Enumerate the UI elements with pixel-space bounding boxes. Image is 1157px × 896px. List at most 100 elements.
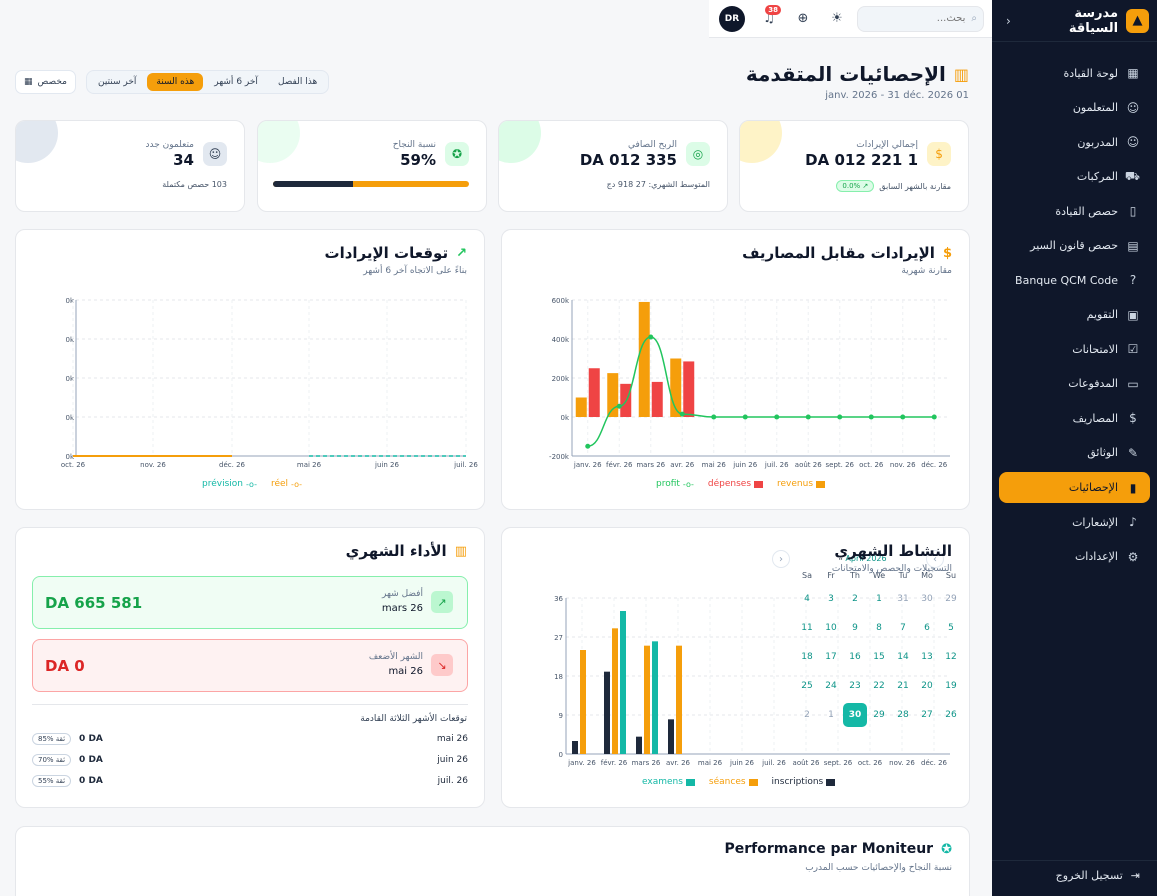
sidebar-item[interactable]: ⚙ الإعدادات (999, 540, 1150, 575)
calendar-day[interactable]: 10 (825, 623, 837, 633)
calendar-day[interactable]: 2 (852, 594, 858, 604)
qcm-icon: ? (1129, 273, 1137, 288)
calendar-day[interactable]: 30 (843, 703, 867, 727)
calendar-day[interactable]: 29 (873, 710, 885, 720)
calendar-day[interactable]: 17 (825, 652, 837, 662)
calendar-day[interactable]: 16 (849, 652, 861, 662)
calendar-month: April 2026 (845, 554, 887, 563)
calendar-day[interactable]: 21 (897, 681, 909, 691)
period-option[interactable]: آخر 6 أشهر (214, 77, 258, 87)
period-option[interactable]: آخر سنتين (97, 77, 137, 87)
sidebar-item[interactable]: ▤ حصص قانون السير (999, 229, 1150, 264)
calendar-day[interactable]: 22 (873, 681, 885, 691)
sidebar-item[interactable]: ☑ الامتحانات (999, 332, 1150, 367)
x-tick-label: sept. 26 (824, 759, 853, 767)
legend-item[interactable]: revenus (777, 479, 826, 489)
legend-item[interactable]: examens (642, 777, 695, 787)
calendar-day[interactable]: 19 (945, 681, 957, 691)
y-tick-label: 0k (65, 414, 74, 422)
logout-button[interactable]: ⇥ تسجيل الخروج (992, 860, 1157, 890)
language-globe-icon[interactable]: ⊕ (797, 11, 809, 26)
calendar-day[interactable]: 28 (897, 710, 909, 720)
calendar-prev-icon[interactable]: ‹ (772, 550, 790, 568)
sidebar-item[interactable]: $ المصاريف (999, 401, 1150, 436)
calendar-day[interactable]: 7 (900, 623, 906, 633)
search-box[interactable]: ⌕ (857, 5, 984, 32)
sidebar-item[interactable]: ☺ المدربون (999, 125, 1150, 160)
card-subtitle: بناءً على الاتجاه آخر 6 أشهر (363, 266, 467, 276)
y-tick-label: 600k (552, 297, 570, 305)
calendar-next-icon[interactable]: › (926, 550, 944, 568)
legend-item[interactable]: dépenses (708, 479, 764, 489)
sidebar-item[interactable]: ▣ التقويم (999, 298, 1150, 333)
notifications-bell-icon[interactable]: ♫ 38 (755, 4, 783, 33)
calendar-day[interactable]: 8 (876, 623, 882, 633)
sidebar-item[interactable]: ▭ المدفوعات (999, 367, 1150, 402)
profit-point (837, 414, 843, 420)
calendar-day[interactable]: 14 (897, 652, 909, 662)
calendar-day[interactable]: 6 (924, 623, 930, 633)
sidebar-item[interactable]: ▮ الإحصائيات (999, 472, 1150, 503)
users-icon: ☺ (203, 142, 227, 166)
projection-month: juin 26 (437, 755, 468, 765)
revenue-expenses-chart: -200k 0k 200k 400k 600k janv. 26 févr. 26 mars … (549, 297, 950, 469)
sidebar-item[interactable]: ▦ لوحة القيادة (999, 56, 1150, 91)
sidebar-item[interactable]: ☺ المتعلمون (999, 91, 1150, 126)
calendar-day[interactable]: 24 (825, 681, 837, 691)
arrow-up-right-icon: ↗ (431, 591, 453, 613)
custom-range-button[interactable]: ▦ مخصص (15, 70, 76, 94)
period-option[interactable]: هذه السنة (147, 73, 204, 91)
x-tick-label: oct. 26 (859, 461, 884, 469)
sidebar-item[interactable]: ? Banque QCM Code (999, 263, 1150, 298)
calendar-day[interactable]: 1 (828, 710, 834, 720)
legend-item[interactable]: séances (709, 777, 758, 787)
legend-item[interactable]: profit -o- (656, 479, 694, 489)
clipboard-icon: ☑ (1127, 342, 1139, 357)
legend-item[interactable]: inscriptions (772, 777, 836, 787)
calendar-day[interactable]: 31 (897, 594, 909, 604)
calendar-day[interactable]: 30 (921, 594, 933, 604)
calendar-day[interactable]: 23 (849, 681, 861, 691)
period-segmented-control: هذا الفصل آخر 6 أشهر هذه السنة آخر سنتين (85, 70, 330, 94)
worst-month-label: الشهر الأضعف (368, 652, 423, 662)
calendar-day[interactable]: 25 (801, 681, 813, 691)
calendar-day[interactable]: 12 (945, 652, 957, 662)
collapse-sidebar-button[interactable]: ‹ (1006, 13, 1011, 28)
legend-label: inscriptions (771, 777, 824, 787)
profit-point (868, 414, 874, 420)
calendar-day[interactable]: 18 (801, 652, 813, 662)
y-tick-label: 200k (552, 375, 570, 383)
calendar-day[interactable]: 29 (945, 594, 957, 604)
calendar-day[interactable]: 2 (804, 710, 810, 720)
sidebar-item[interactable]: ⛟ المركبات (999, 160, 1150, 195)
sidebar-item[interactable]: ♪ الإشعارات (999, 505, 1150, 540)
users-icon: ☺ (1126, 100, 1140, 115)
profit-point (805, 414, 811, 420)
calendar-day[interactable]: 20 (921, 681, 933, 691)
user-avatar[interactable]: DR (719, 5, 745, 32)
calendar-day[interactable]: 15 (873, 652, 885, 662)
search-input[interactable] (875, 13, 966, 24)
theme-toggle-icon[interactable]: ☀ (831, 11, 843, 26)
x-tick-label: mars 26 (632, 759, 661, 767)
legend-item[interactable]: réel -o- (270, 479, 302, 489)
calendar-day[interactable]: 26 (945, 710, 957, 720)
revenue-forecast-card: ↗ توقعات الإيرادات بناءً على الاتجاه آخر … (15, 229, 485, 510)
calendar-day[interactable]: 4 (804, 594, 810, 604)
x-tick-label: août 26 (793, 759, 820, 767)
bar (668, 719, 674, 754)
calendar-day[interactable]: 1 (876, 594, 882, 604)
calendar-day[interactable]: 5 (948, 623, 954, 633)
calendar-day[interactable]: 13 (921, 652, 933, 662)
period-option[interactable]: هذا الفصل (277, 77, 318, 87)
calendar-day[interactable]: 27 (921, 710, 933, 720)
sidebar-item[interactable]: ✎ الوثائق (999, 436, 1150, 471)
calendar-day[interactable]: 11 (801, 623, 813, 633)
calendar-day[interactable]: 3 (828, 594, 834, 604)
calendar-day[interactable]: 9 (852, 623, 858, 633)
bar (620, 611, 626, 754)
legend-item[interactable]: prévision -o- (202, 479, 257, 489)
sidebar-item[interactable]: ▯ حصص القيادة (999, 194, 1150, 229)
bar (683, 361, 695, 417)
card-subtitle: التسجيلات والحصص والامتحانات (831, 564, 952, 574)
